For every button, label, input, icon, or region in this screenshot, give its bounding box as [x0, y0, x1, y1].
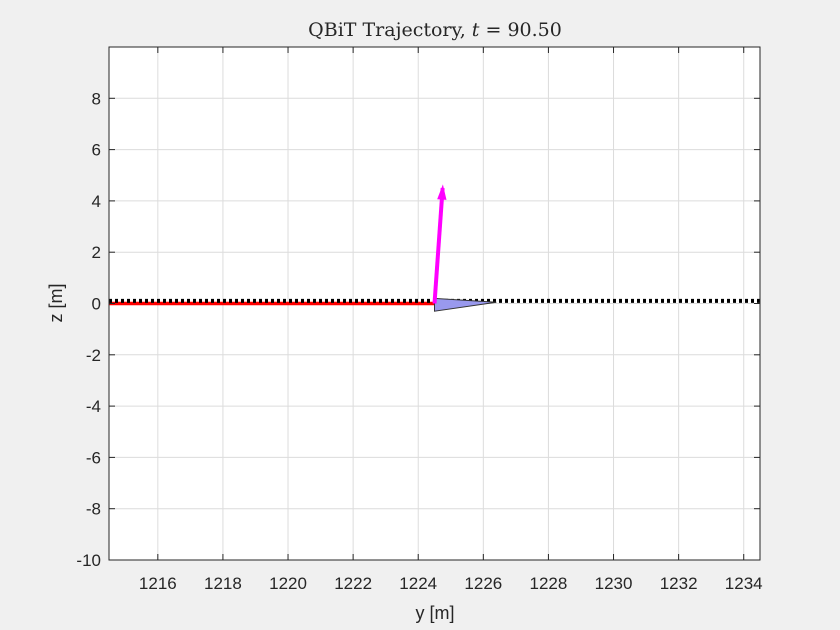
- thrust-vector-line: [432, 187, 445, 304]
- y-tick-label: 2: [92, 243, 101, 262]
- y-tick-label: -8: [86, 500, 101, 519]
- x-tick-label: 1220: [269, 574, 307, 593]
- y-tick-label: -4: [86, 397, 101, 416]
- y-tick-label: 6: [92, 141, 101, 160]
- y-tick-label: 8: [92, 89, 101, 108]
- grid: [109, 47, 760, 561]
- vehicle-marker: [434, 297, 497, 312]
- x-tick-label: 1224: [399, 574, 437, 593]
- x-tick-label: 1232: [660, 574, 698, 593]
- chart-title-prefix: QBiT Trajectory,: [308, 19, 472, 41]
- x-tick-label: 1218: [204, 574, 242, 593]
- y-tick-label: 4: [92, 192, 101, 211]
- x-tick-label: 1222: [334, 574, 372, 593]
- x-tick-label: 1228: [530, 574, 568, 593]
- x-axis-label: y [m]: [416, 603, 455, 623]
- x-tick-label: 1226: [464, 574, 502, 593]
- y-tick-label: 0: [92, 295, 101, 314]
- chart-title-value: 90.50: [507, 19, 561, 41]
- axis-ticks: 1216 1218 1220 1222 1224 1226 1228 1230 1232 1234…: [76, 47, 763, 593]
- x-tick-label: 1216: [139, 574, 177, 593]
- data-series: [109, 184, 760, 312]
- y-tick-label: -10: [76, 551, 101, 570]
- thrust-vector-arrowhead: [437, 184, 447, 200]
- y-axis-label: z [m]: [46, 284, 66, 323]
- x-tick-label: 1230: [595, 574, 633, 593]
- chart-title-eq: =: [479, 19, 507, 41]
- x-tick-label: 1234: [725, 574, 763, 593]
- y-tick-label: -2: [86, 346, 101, 365]
- chart-title: QBiT Trajectory, t = 90.50: [308, 19, 562, 41]
- chart-title-var: t: [472, 19, 480, 41]
- y-tick-label: -6: [86, 448, 101, 467]
